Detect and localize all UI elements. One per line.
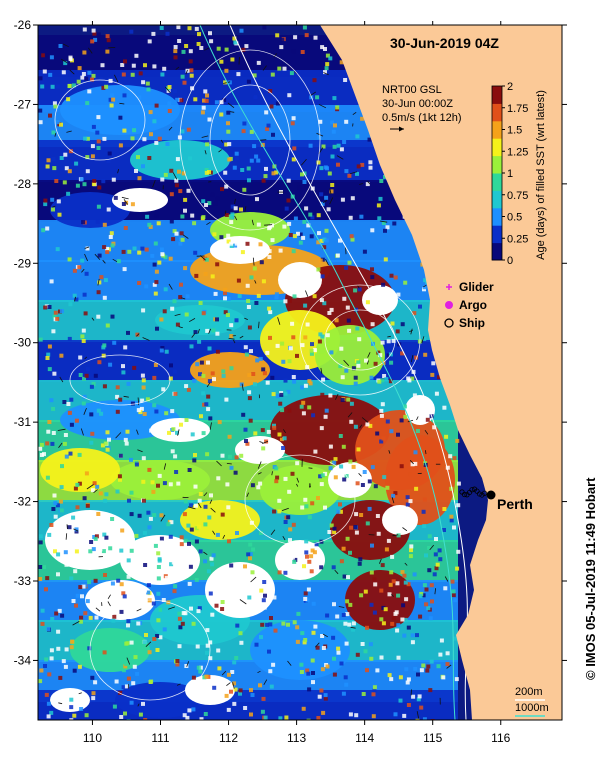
scale-arrow-icon	[390, 126, 404, 132]
perth-marker	[486, 490, 496, 500]
ship-position	[469, 487, 475, 493]
colorbar-swatch	[492, 138, 502, 157]
legend-ship: Ship	[459, 316, 485, 330]
colorbar-swatch	[492, 225, 502, 244]
colorbar-swatch	[492, 120, 502, 139]
lat-tick-label: -26	[14, 18, 32, 32]
colorbar-label: Age (days) of filled SST (wrt latest)	[535, 90, 547, 260]
isobath-1000-label: 1000m	[515, 702, 549, 714]
map-title: 30-Jun-2019 04Z	[390, 35, 499, 51]
lon-tick-label: 113	[287, 731, 306, 745]
lat-tick-label: -32	[14, 495, 32, 509]
glider-icon	[446, 284, 452, 290]
colorbar-tick-label: 2	[507, 81, 513, 93]
lon-tick-label: 110	[83, 731, 102, 745]
isobath-legend: 200m 1000m	[515, 686, 549, 717]
lat-tick-label: -28	[14, 177, 32, 191]
colorbar-swatch	[492, 86, 502, 104]
colorbar-tick-label: 1	[507, 168, 513, 180]
colorbar-swatch	[492, 190, 502, 209]
isobath-200-label: 200m	[515, 686, 543, 698]
legend-glider: Glider	[459, 280, 494, 294]
colorbar-tick-label: 0	[507, 255, 513, 267]
platform-legend: Glider Argo Ship	[444, 280, 494, 330]
colorbar-swatch	[492, 173, 502, 191]
colorbar-swatch	[492, 155, 502, 174]
credit-text: © IMOS 05-Jul-2019 11:49 Hobart	[583, 477, 598, 681]
lat-tick-label: -29	[14, 256, 32, 270]
colorbar: 0 0.25 0.5 0.75 1 1.25 1.5 1.75 2	[491, 81, 528, 267]
longitude-axis: 110 111 112 113 114 115 116	[83, 21, 511, 745]
lat-tick-label: -31	[14, 415, 32, 429]
lat-tick-label: -33	[14, 574, 32, 588]
lon-tick-label: 111	[151, 731, 170, 745]
ship-position	[476, 491, 483, 497]
colorbar-tick-label: 1.75	[507, 103, 528, 115]
colorbar-swatch	[492, 242, 502, 261]
product-line-2: 30-Jun 00:00Z	[382, 98, 453, 110]
lon-tick-label: 116	[491, 731, 510, 745]
latitude-axis: -26 -27 -28 -29 -30 -31 -32 -33 -34	[14, 18, 567, 667]
colorbar-tick-label: 1.5	[507, 125, 522, 137]
product-line-1: NRT00 GSL	[382, 84, 442, 96]
lat-tick-label: -30	[14, 336, 32, 350]
colorbar-tick-label: 0.5	[507, 212, 522, 224]
argo-icon	[445, 301, 453, 309]
lat-tick-label: -34	[14, 653, 32, 667]
product-line-3: 0.5m/s (1kt 12h)	[382, 112, 461, 124]
ship-track	[459, 486, 488, 498]
place-label-perth: Perth	[497, 496, 533, 512]
colorbar-tick-label: 1.25	[507, 146, 528, 158]
ship-position	[481, 490, 488, 496]
colorbar-tick-label: 0.75	[507, 190, 528, 202]
ship-position	[461, 491, 468, 498]
legend-argo: Argo	[459, 298, 487, 312]
lon-tick-label: 115	[423, 731, 442, 745]
colorbar-tick-label: 0.25	[507, 233, 528, 245]
lat-tick-label: -27	[14, 97, 32, 111]
lon-tick-label: 112	[219, 731, 238, 745]
map-frame	[37, 24, 563, 721]
colorbar-swatch	[492, 207, 502, 226]
colorbar-swatch	[492, 103, 502, 122]
ship-icon	[444, 318, 454, 328]
lon-tick-label: 114	[355, 731, 374, 745]
